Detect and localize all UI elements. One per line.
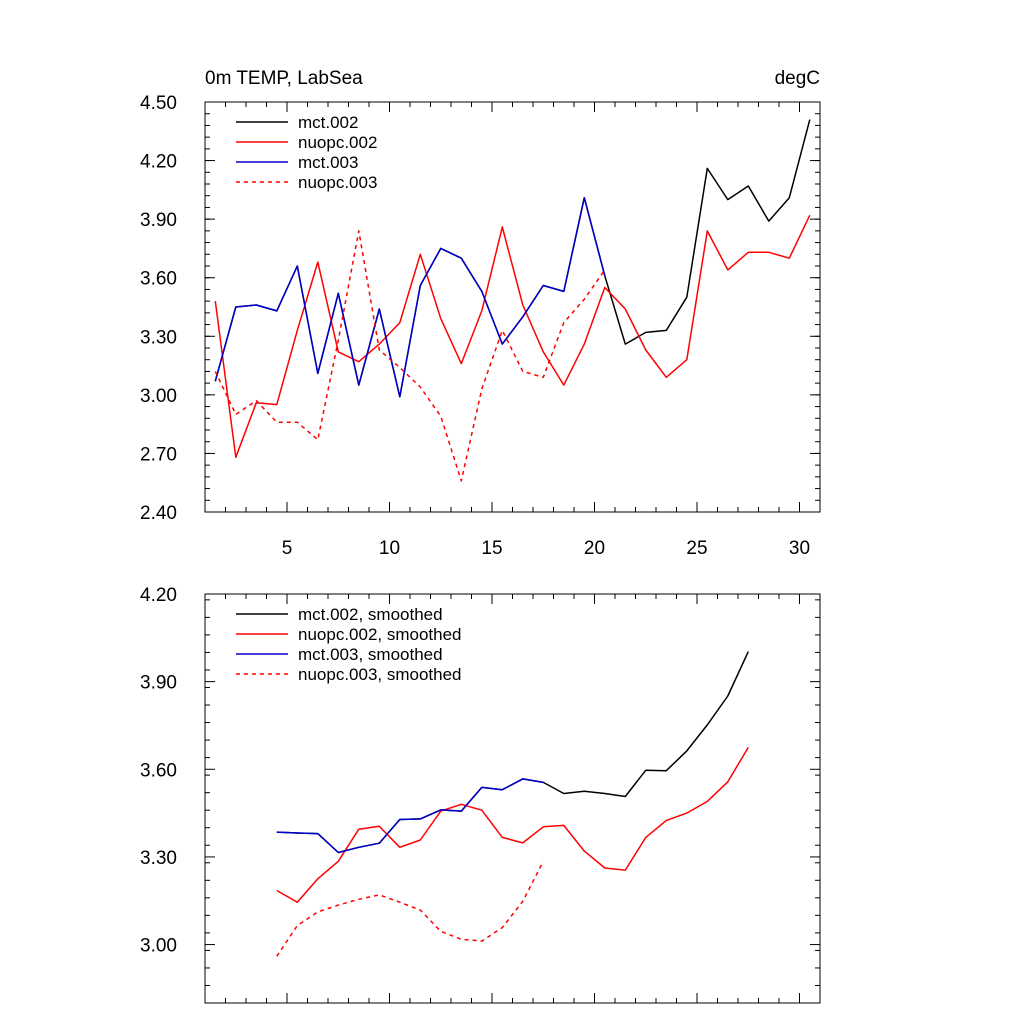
series-line-nuopc-002 — [214, 214, 811, 459]
legend-label: nuopc.002, smoothed — [298, 625, 462, 644]
top-panel: 5 10 15 20 25 30 2.40 2.70 3.00 3.30 3.60 3.90 4.20 4… — [140, 68, 821, 559]
legend-label: mct.002, smoothed — [298, 605, 443, 624]
x-tick-label: 25 — [686, 538, 707, 559]
x-tick-label: 5 — [282, 538, 293, 559]
y-tick-label: 3.30 — [140, 327, 177, 348]
y-tick-label: 3.00 — [140, 386, 177, 407]
series-line-nuopc-002-smoothed — [276, 747, 749, 903]
series-line-nuopc-003 — [214, 230, 606, 482]
legend-label: nuopc.002 — [298, 133, 377, 152]
y-tick-label: 3.90 — [140, 210, 177, 231]
legend-label: mct.002 — [298, 113, 358, 132]
y-tick-label: 4.20 — [140, 585, 177, 606]
x-tick-label: 30 — [789, 538, 810, 559]
legend-label: mct.003, smoothed — [298, 645, 443, 664]
units-label: degC — [775, 68, 820, 89]
y-tick-label: 2.70 — [140, 444, 177, 465]
y-tick-label: 3.60 — [140, 760, 177, 781]
y-tick-label: 3.00 — [140, 936, 177, 957]
legend-label: nuopc.003 — [298, 173, 377, 192]
series-line-mct-003 — [214, 196, 606, 398]
y-tick-label: 3.60 — [140, 269, 177, 290]
series-line-nuopc-003-smoothed — [276, 860, 544, 957]
legend-label: nuopc.003, smoothed — [298, 665, 462, 684]
x-tick-label: 10 — [379, 538, 400, 559]
legend-label: mct.003 — [298, 153, 358, 172]
y-tick-label: 3.90 — [140, 673, 177, 694]
x-tick-label: 20 — [584, 538, 605, 559]
chart-title: 0m TEMP, LabSea — [205, 68, 363, 89]
y-tick-label: 3.30 — [140, 848, 177, 869]
x-tick-label: 15 — [481, 538, 502, 559]
y-tick-label: 4.20 — [140, 152, 177, 173]
y-tick-label: 4.50 — [140, 93, 177, 114]
series-line-mct-003-smoothed — [276, 778, 544, 854]
y-tick-label: 2.40 — [140, 503, 177, 524]
